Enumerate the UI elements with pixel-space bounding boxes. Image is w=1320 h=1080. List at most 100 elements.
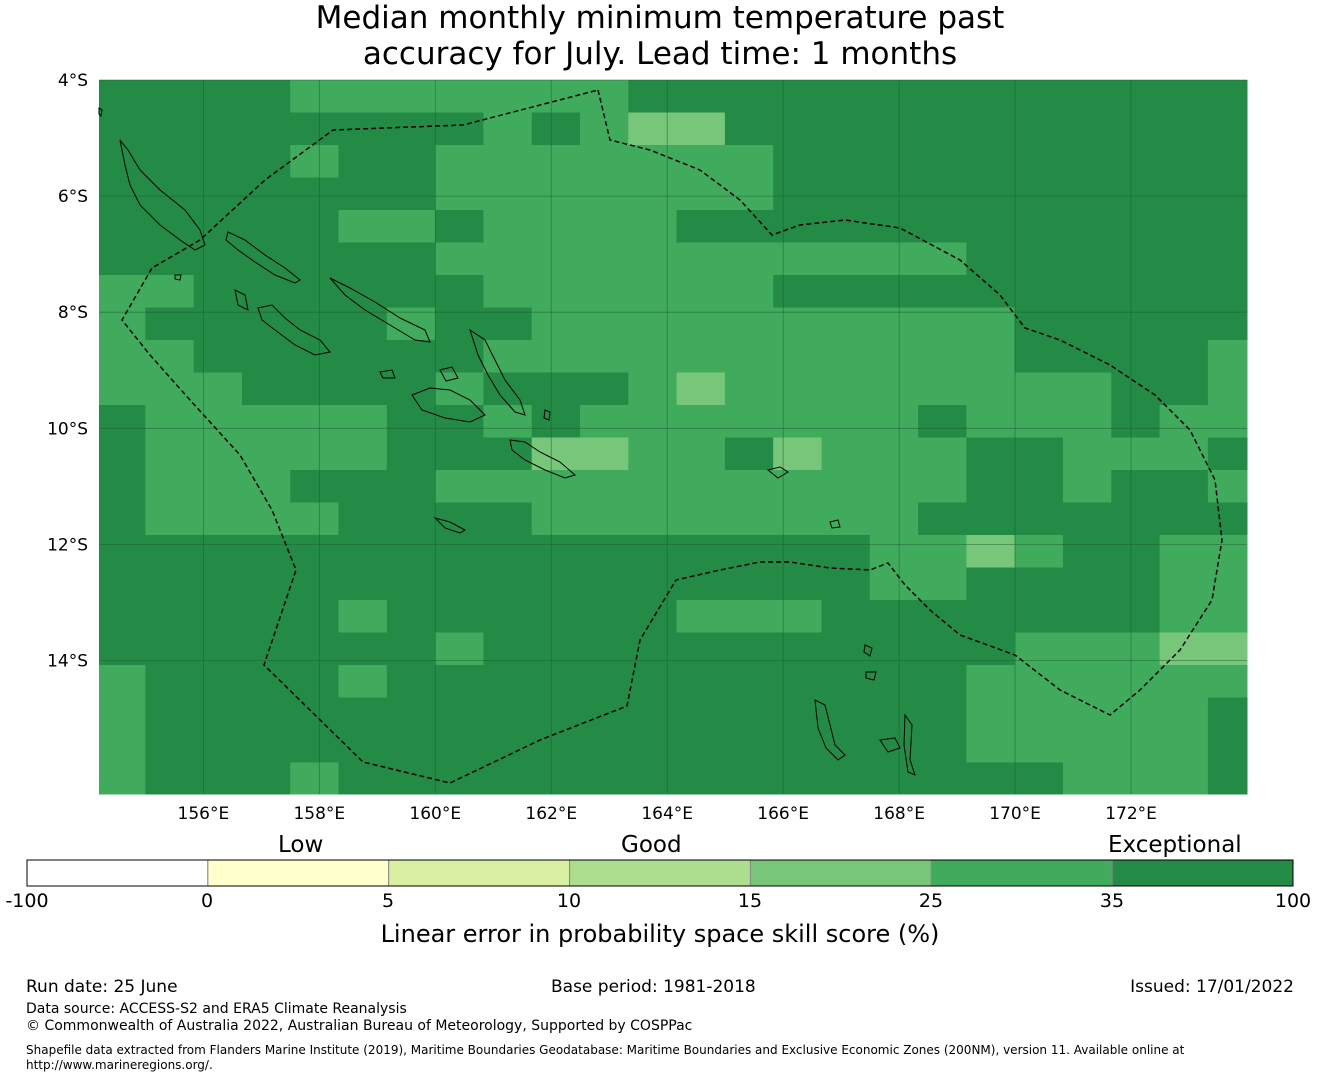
- colorbar-tick: 5: [381, 890, 395, 912]
- grid-cell: [99, 762, 146, 795]
- grid-cell: [966, 697, 1016, 731]
- grid-cell: [241, 372, 291, 406]
- grid-cell: [386, 242, 436, 276]
- grid-cell: [99, 502, 146, 536]
- grid-cell: [386, 470, 436, 503]
- grid-cell: [531, 372, 581, 406]
- grid-cell: [1207, 632, 1248, 666]
- colorbar-tick: 100: [1274, 890, 1312, 912]
- grid-cell: [290, 112, 339, 146]
- grid-cell: [773, 697, 822, 731]
- island-rennell: [433, 517, 467, 534]
- grid-cell: [628, 762, 678, 795]
- island-bougainville: [119, 139, 206, 251]
- grid-cell: [193, 112, 243, 146]
- longitude-label: 162°E: [525, 804, 577, 824]
- grid-cell: [1159, 567, 1209, 601]
- grid-cell: [869, 470, 919, 503]
- grid-cell: [290, 307, 339, 341]
- grid-cell: [1063, 567, 1112, 601]
- grid-cell: [918, 665, 967, 698]
- grid-cell: [1111, 112, 1161, 146]
- grid-cell: [580, 470, 629, 503]
- grid-cell: [628, 145, 678, 178]
- grid-cell: [193, 600, 243, 633]
- grid-cell: [580, 177, 629, 211]
- grid-cell: [821, 665, 871, 698]
- grid-cell: [1207, 730, 1248, 763]
- grid-cell: [724, 307, 774, 341]
- grid-cell: [193, 567, 243, 601]
- grid-cell: [1207, 665, 1248, 698]
- grid-cell: [1111, 632, 1161, 666]
- grid-cell: [628, 340, 678, 373]
- longitude-label: 164°E: [641, 804, 693, 824]
- grid-cell: [821, 177, 871, 211]
- grid-cell: [966, 372, 1016, 406]
- grid-cell: [1159, 80, 1209, 113]
- grid-cell: [869, 567, 919, 601]
- grid-cell: [724, 470, 774, 503]
- grid-cell: [724, 340, 774, 373]
- grid-cell: [338, 242, 388, 276]
- grid-cell: [531, 437, 581, 471]
- grid-cell: [628, 242, 678, 276]
- grid-cell: [435, 340, 484, 373]
- grid-cell: [483, 405, 533, 438]
- colorbar-frame: [26, 859, 1294, 887]
- grid-cell: [821, 470, 871, 503]
- longitude-label: 160°E: [409, 804, 461, 824]
- grid-cell: [821, 242, 871, 276]
- grid-cell: [773, 340, 822, 373]
- grid-cell: [773, 437, 822, 471]
- grid-cell: [145, 502, 195, 536]
- grid-cell: [1111, 177, 1161, 211]
- grid-cell: [145, 632, 195, 666]
- grid-cell: [1063, 665, 1112, 698]
- eez-boundary-path: [121, 89, 1223, 784]
- grid-cell: [628, 632, 678, 666]
- grid-cell: [435, 405, 484, 438]
- grid-cell: [773, 762, 822, 795]
- grid-cell: [241, 600, 291, 633]
- grid-cell: [1014, 600, 1064, 633]
- grid-cell: [676, 275, 726, 308]
- grid-cell: [435, 145, 484, 178]
- grid-cell: [241, 340, 291, 373]
- grid-cell: [773, 535, 822, 568]
- grid-cell: [386, 210, 436, 243]
- grid-cell: [290, 665, 339, 698]
- grid-cell: [1207, 470, 1248, 503]
- grid-cell: [193, 437, 243, 471]
- grid-cell: [241, 470, 291, 503]
- grid-cell: [918, 567, 967, 601]
- grid-cell: [193, 502, 243, 536]
- grid-cell: [1014, 697, 1064, 731]
- grid-cell: [338, 210, 388, 243]
- grid-cell: [1159, 275, 1209, 308]
- latitude-label: 10°S: [47, 419, 88, 439]
- grid-cell: [869, 437, 919, 471]
- grid-cell: [386, 730, 436, 763]
- grid-cell: [1159, 307, 1209, 341]
- grid-cell: [1014, 275, 1064, 308]
- grid-cell: [580, 632, 629, 666]
- grid-cell: [483, 242, 533, 276]
- grid-cell: [918, 80, 967, 113]
- grid-cell: [869, 697, 919, 731]
- grid-cell: [821, 80, 871, 113]
- grid-cell: [580, 665, 629, 698]
- island-russell: [379, 369, 396, 379]
- graticule: [99, 79, 1247, 794]
- grid-cell: [99, 632, 146, 666]
- grid-cell: [966, 210, 1016, 243]
- grid-cell: [773, 372, 822, 406]
- grid-cell: [1111, 340, 1161, 373]
- issued-date: Issued: 17/01/2022: [1130, 977, 1294, 997]
- grid-cell: [193, 762, 243, 795]
- grid-cell: [580, 567, 629, 601]
- grid-cell: [435, 502, 484, 536]
- grid-cell: [676, 340, 726, 373]
- grid-cell: [966, 502, 1016, 536]
- grid-cell: [290, 730, 339, 763]
